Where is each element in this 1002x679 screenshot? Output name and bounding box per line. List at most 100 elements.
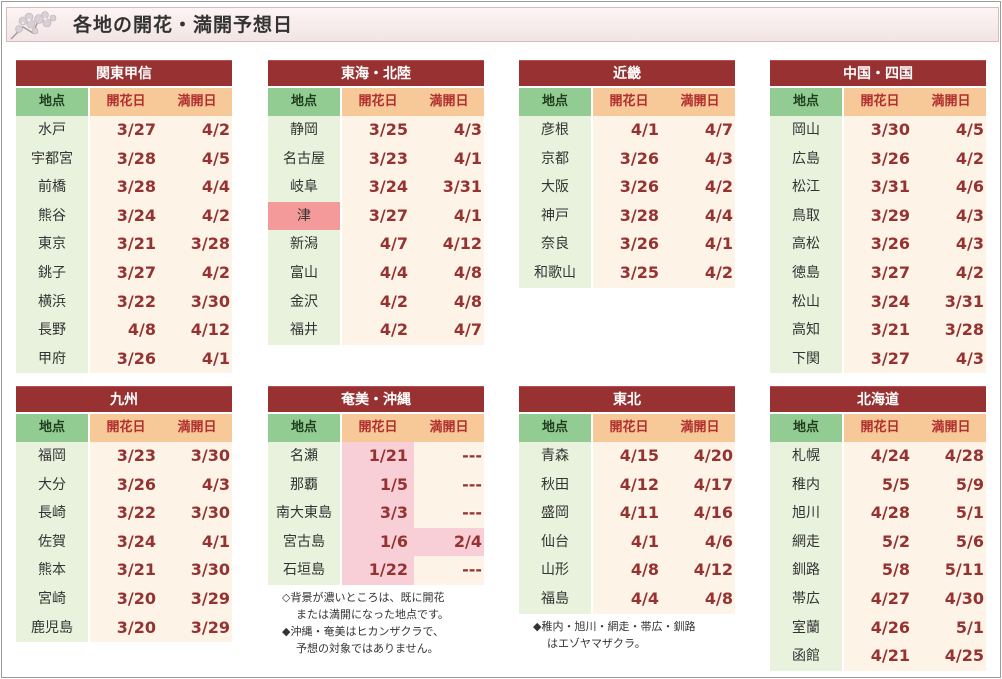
table-row: 松山 3/24 3/31 xyxy=(770,287,986,317)
column-header-full-bloom: 満開日 xyxy=(162,414,232,442)
table-row: 札幌 4/24 4/28 xyxy=(770,442,986,471)
table-row: 福岡 3/23 3/30 xyxy=(16,442,232,471)
table-row: 甲府 3/26 4/1 xyxy=(16,344,232,374)
column-header-row: 地点 開花日 満開日 xyxy=(268,414,484,442)
full-bloom-date-cell: 3/31 xyxy=(916,287,986,317)
location-cell: 岡山 xyxy=(770,116,842,145)
column-header-location: 地点 xyxy=(268,414,340,442)
location-cell: 鹿児島 xyxy=(16,613,88,643)
location-cell: 長崎 xyxy=(16,499,88,528)
region-table: 東北 地点 開花日 満開日 青森 4/15 4/20 秋田 4/12 4/17 盛岡 4/11 4/16… xyxy=(519,386,735,614)
location-cell: 福井 xyxy=(268,316,340,345)
bloom-date-cell: 4/26 xyxy=(844,613,916,643)
table-row: 大阪 3/26 4/2 xyxy=(519,173,735,202)
location-cell: 南大東島 xyxy=(268,499,340,528)
region-note: ◆稚内・旭川・網走・帯広・釧路 はエゾヤマザクラ。 xyxy=(533,618,695,652)
region-note: ◇背景が濃いところは、既に開花 または満開になった地点です。 ◆沖縄・奄美はヒカンザ… xyxy=(282,589,449,657)
region-table: 奄美・沖縄 地点 開花日 満開日 名瀬 1/21 --- 那覇 1/5 --- 南大東島 3/3 ---… xyxy=(268,386,484,585)
location-cell: 釧路 xyxy=(770,556,842,585)
full-bloom-date-cell: --- xyxy=(414,556,484,585)
column-header-full-bloom: 満開日 xyxy=(414,88,484,116)
table-row: 前橋 3/28 4/4 xyxy=(16,173,232,202)
location-cell: 京都 xyxy=(519,144,591,174)
bloom-date-cell: 4/1 xyxy=(593,527,665,557)
location-cell: 和歌山 xyxy=(519,258,591,288)
table-row: 稚内 5/5 5/9 xyxy=(770,470,986,500)
location-cell: 那覇 xyxy=(268,470,340,500)
table-row: 松江 3/31 4/6 xyxy=(770,173,986,202)
column-header-row: 地点 開花日 満開日 xyxy=(770,88,986,116)
bloom-date-cell: 3/26 xyxy=(90,470,162,500)
table-row: 静岡 3/25 4/3 xyxy=(268,116,484,145)
location-cell: 水戸 xyxy=(16,116,88,145)
table-row: 長崎 3/22 3/30 xyxy=(16,499,232,528)
location-cell: 津 xyxy=(268,201,340,231)
full-bloom-date-cell: 4/8 xyxy=(414,287,484,317)
table-row: 宮崎 3/20 3/29 xyxy=(16,584,232,614)
location-cell: 静岡 xyxy=(268,116,340,145)
bloom-date-cell: 3/21 xyxy=(844,316,916,345)
bloom-date-cell: 3/26 xyxy=(593,144,665,174)
cherry-blossom-icon xyxy=(10,11,57,40)
full-bloom-date-cell: --- xyxy=(414,470,484,500)
table-row: 佐賀 3/24 4/1 xyxy=(16,527,232,557)
bloom-date-cell: 4/11 xyxy=(593,499,665,528)
column-header-full-bloom: 満開日 xyxy=(414,414,484,442)
column-header-row: 地点 開花日 満開日 xyxy=(268,88,484,116)
table-row: 福井 4/2 4/7 xyxy=(268,316,484,345)
bloom-date-cell: 1/22 xyxy=(342,556,414,585)
full-bloom-date-cell: 4/2 xyxy=(916,258,986,288)
full-bloom-date-cell: 4/1 xyxy=(414,201,484,231)
bloom-date-cell: 3/26 xyxy=(593,230,665,259)
full-bloom-date-cell: 4/12 xyxy=(162,316,232,345)
full-bloom-date-cell: 3/28 xyxy=(916,316,986,345)
column-header-full-bloom: 満開日 xyxy=(916,88,986,116)
full-bloom-date-cell: 4/3 xyxy=(916,230,986,259)
bloom-date-cell: 3/24 xyxy=(342,173,414,202)
location-cell: 広島 xyxy=(770,144,842,174)
location-cell: 高知 xyxy=(770,316,842,345)
location-cell: 石垣島 xyxy=(268,556,340,585)
location-cell: 旭川 xyxy=(770,499,842,528)
table-row: 仙台 4/1 4/6 xyxy=(519,527,735,557)
bloom-date-cell: 3/27 xyxy=(844,258,916,288)
bloom-date-cell: 4/4 xyxy=(342,258,414,288)
bloom-date-cell: 4/2 xyxy=(342,316,414,345)
full-bloom-date-cell: --- xyxy=(414,442,484,471)
table-row: 名古屋 3/23 4/1 xyxy=(268,144,484,174)
bloom-date-cell: 4/2 xyxy=(342,287,414,317)
full-bloom-date-cell: 5/1 xyxy=(916,613,986,643)
column-header-bloom: 開花日 xyxy=(844,414,916,442)
column-header-location: 地点 xyxy=(519,88,591,116)
bloom-date-cell: 4/4 xyxy=(593,584,665,614)
table-row: 横浜 3/22 3/30 xyxy=(16,287,232,317)
location-cell: 岐阜 xyxy=(268,173,340,202)
bloom-date-cell: 3/3 xyxy=(342,499,414,528)
column-header-row: 地点 開花日 満開日 xyxy=(770,414,986,442)
table-row: 長野 4/8 4/12 xyxy=(16,316,232,345)
table-row: 岡山 3/30 4/5 xyxy=(770,116,986,145)
bloom-date-cell: 4/12 xyxy=(593,470,665,500)
table-row: 岐阜 3/24 3/31 xyxy=(268,173,484,202)
column-header-full-bloom: 満開日 xyxy=(162,88,232,116)
table-row: 京都 3/26 4/3 xyxy=(519,144,735,174)
bloom-date-cell: 3/27 xyxy=(342,201,414,231)
table-row: 鳥取 3/29 4/3 xyxy=(770,201,986,231)
table-row: 彦根 4/1 4/7 xyxy=(519,116,735,145)
table-row: 秋田 4/12 4/17 xyxy=(519,470,735,500)
column-header-row: 地点 開花日 満開日 xyxy=(16,414,232,442)
table-row: 鹿児島 3/20 3/29 xyxy=(16,613,232,643)
full-bloom-date-cell: 4/3 xyxy=(665,144,735,174)
full-bloom-date-cell: --- xyxy=(414,499,484,528)
location-cell: 山形 xyxy=(519,556,591,585)
location-cell: 銚子 xyxy=(16,258,88,288)
table-row: 津 3/27 4/1 xyxy=(268,201,484,231)
bloom-date-cell: 3/24 xyxy=(90,527,162,557)
full-bloom-date-cell: 4/12 xyxy=(414,230,484,259)
note-line: 予想の対象ではありません。 xyxy=(296,642,439,655)
full-bloom-date-cell: 4/2 xyxy=(665,258,735,288)
bloom-date-cell: 1/5 xyxy=(342,470,414,500)
bloom-date-cell: 3/21 xyxy=(90,230,162,259)
full-bloom-date-cell: 3/30 xyxy=(162,442,232,471)
table-row: 名瀬 1/21 --- xyxy=(268,442,484,471)
